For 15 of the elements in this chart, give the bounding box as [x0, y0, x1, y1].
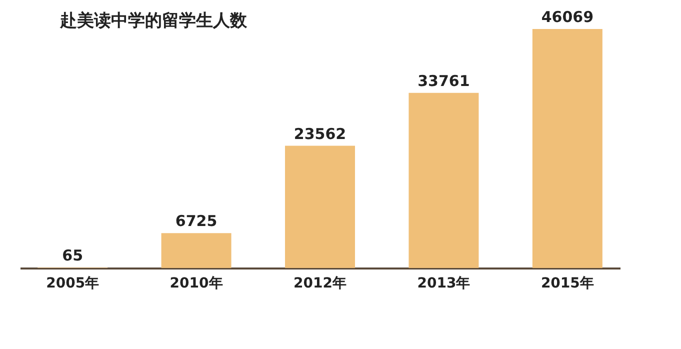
data-label: 46069: [541, 8, 594, 26]
bar: [161, 233, 232, 268]
x-tick-label: 2005年: [46, 276, 100, 292]
x-tick-label: 2012年: [294, 276, 346, 292]
data-label: 6725: [175, 212, 218, 230]
bar: [532, 29, 602, 268]
data-label: 33761: [418, 72, 470, 90]
data-label: 23562: [294, 124, 346, 143]
data-label: 65: [62, 246, 84, 265]
chart-title: 赴美读中学的留学生人数: [59, 11, 248, 31]
bar: [285, 146, 355, 268]
x-tick-label: 2013年: [417, 276, 470, 292]
x-tick-label: 2015年: [540, 276, 594, 292]
x-tick-label: 2010年: [170, 276, 223, 292]
bar: [408, 92, 479, 268]
